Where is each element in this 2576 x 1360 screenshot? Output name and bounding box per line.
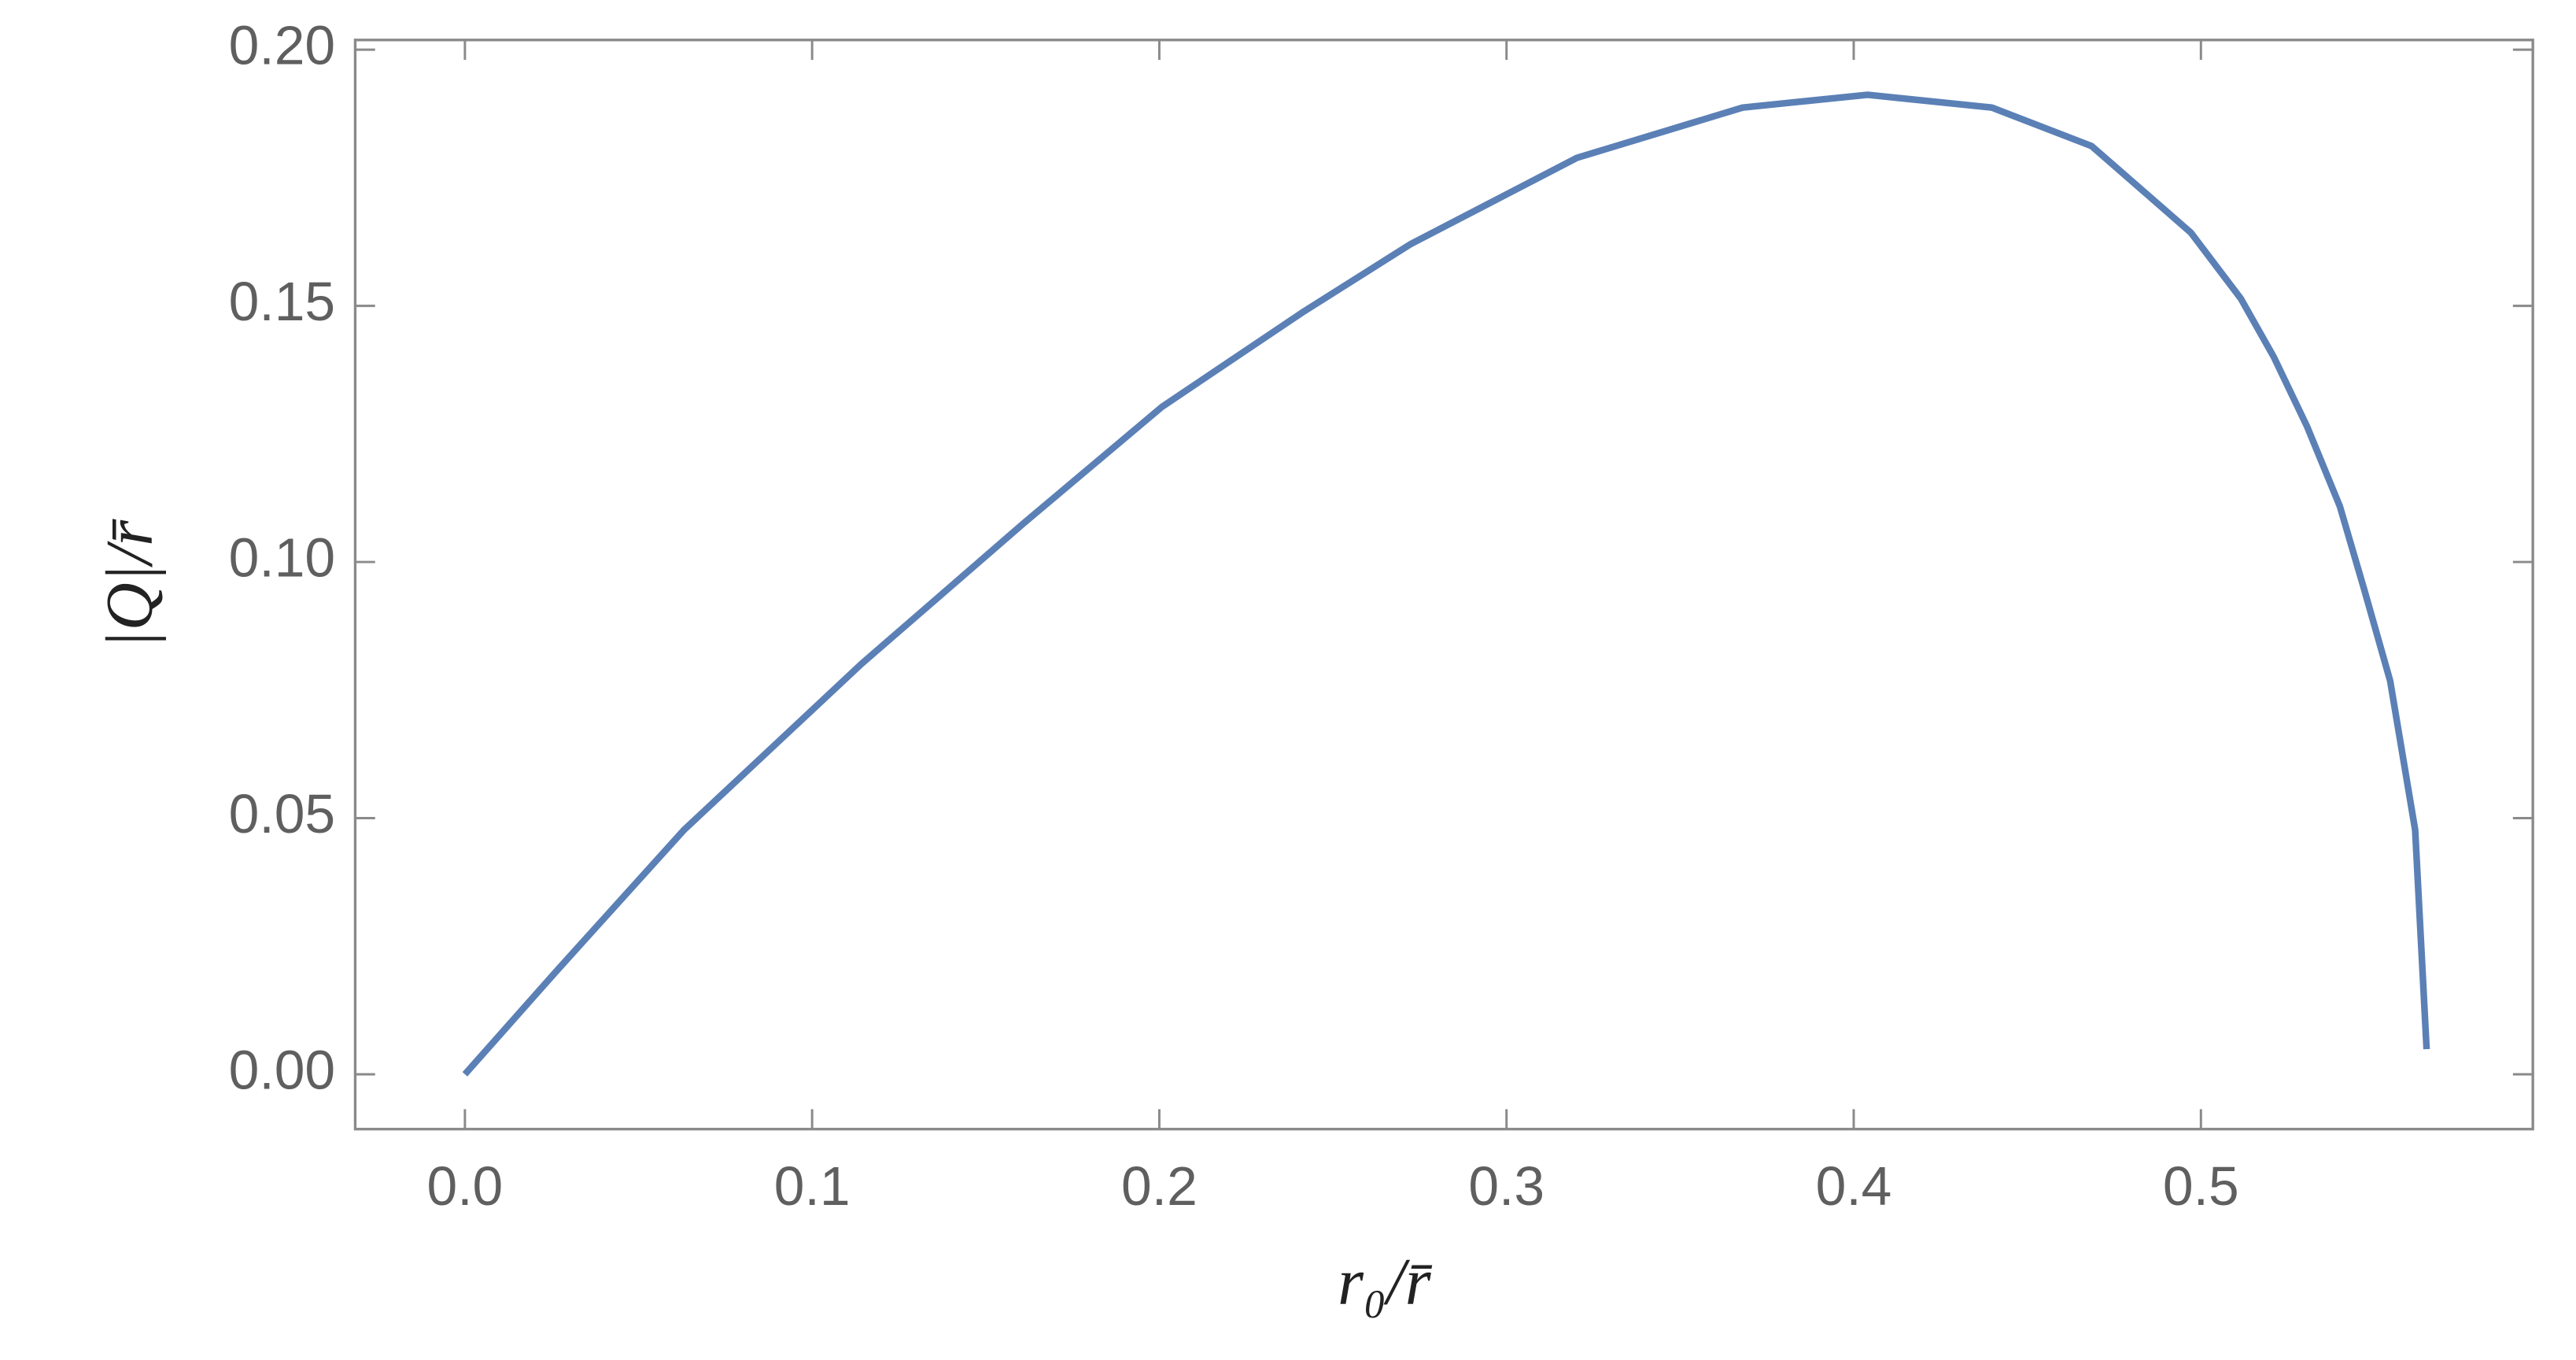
x-tick-label: 0.5: [2163, 1155, 2239, 1217]
data-line: [462, 91, 2430, 1077]
y-tick-label: 0.00: [229, 1039, 335, 1100]
y-tick-label: 0.10: [229, 527, 335, 588]
x-tick-label: 0.0: [426, 1155, 503, 1217]
plot-frame: [353, 39, 2534, 1131]
x-axis-label: r₀/r̄: [1338, 1246, 1433, 1319]
y-tick-label: 0.05: [229, 783, 335, 844]
x-tick-label: 0.2: [1121, 1155, 1198, 1217]
y-tick-label: 0.20: [229, 15, 335, 76]
x-tick-label: 0.3: [1468, 1155, 1544, 1217]
y-axis-label: |Q|/r̄: [93, 519, 166, 649]
x-tick-label: 0.4: [1816, 1155, 1892, 1217]
y-tick-label: 0.15: [229, 271, 335, 332]
x-tick-label: 0.1: [774, 1155, 851, 1217]
